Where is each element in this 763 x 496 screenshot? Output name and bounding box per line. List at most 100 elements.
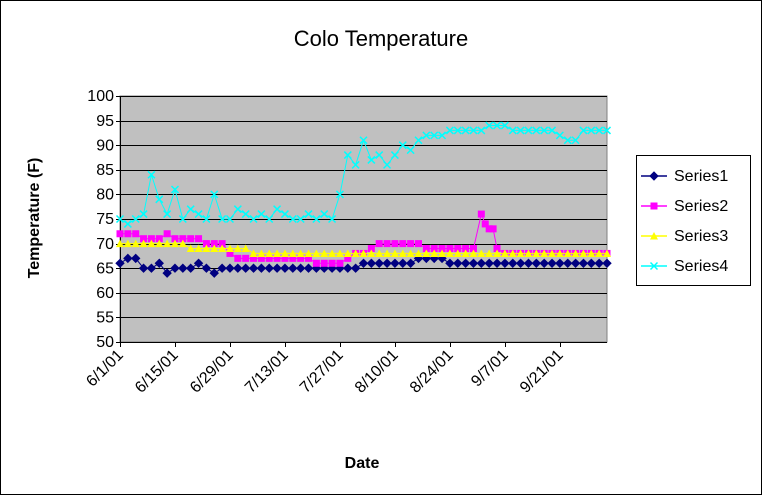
- legend-item: Series2: [641, 198, 728, 215]
- data-point: [194, 210, 203, 219]
- data-point: [123, 253, 133, 264]
- data-point: [351, 249, 360, 257]
- data-point: [422, 249, 431, 257]
- data-point: [398, 141, 407, 150]
- data-point: [540, 126, 549, 135]
- data-point: [218, 244, 227, 253]
- data-point: [398, 258, 408, 268]
- data-point: [209, 268, 219, 278]
- data-point: [343, 151, 352, 160]
- data-point: [217, 263, 227, 273]
- data-point: [240, 263, 251, 273]
- data-point: [469, 126, 478, 135]
- data-point: [493, 121, 502, 130]
- data-point: [399, 240, 407, 248]
- data-point: [210, 190, 219, 199]
- data-point: [461, 126, 470, 135]
- legend-item: Series4: [641, 258, 728, 275]
- data-point: [390, 258, 400, 268]
- data-point: [320, 259, 328, 267]
- data-point: [335, 249, 344, 257]
- data-point: [579, 249, 588, 257]
- data-point: [124, 230, 132, 238]
- data-point: [477, 126, 486, 135]
- data-point: [595, 126, 604, 135]
- data-point: [226, 249, 234, 257]
- data-point: [163, 230, 171, 238]
- data-point: [555, 131, 564, 140]
- data-point: [489, 225, 497, 233]
- data-point: [540, 249, 549, 257]
- data-point: [241, 210, 250, 219]
- data-point: [477, 210, 485, 218]
- data-point: [374, 258, 384, 268]
- data-point: [523, 258, 534, 268]
- data-point: [116, 239, 124, 248]
- data-point: [320, 210, 329, 219]
- data-point: [194, 244, 203, 253]
- data-point: [390, 151, 399, 160]
- y-tick-label: 70: [96, 236, 114, 253]
- data-point: [296, 214, 305, 224]
- series-3: [116, 239, 611, 257]
- data-point: [138, 263, 149, 273]
- legend-marker: [649, 261, 659, 271]
- data-point: [272, 263, 282, 273]
- data-point: [233, 244, 242, 253]
- legend-label: Series3: [674, 228, 728, 245]
- data-point: [359, 136, 368, 145]
- data-point: [265, 249, 274, 257]
- data-point: [163, 239, 172, 248]
- data-point: [579, 126, 588, 135]
- data-point: [382, 258, 392, 268]
- data-point: [430, 131, 439, 140]
- data-point: [131, 239, 140, 248]
- data-point: [249, 214, 258, 224]
- data-point: [438, 245, 446, 253]
- data-point: [328, 259, 336, 267]
- data-point: [508, 249, 517, 257]
- data-point: [170, 263, 180, 273]
- data-point: [178, 239, 187, 248]
- data-point: [430, 249, 439, 257]
- data-point: [594, 258, 604, 268]
- data-point: [288, 263, 298, 273]
- data-point: [350, 263, 361, 273]
- data-point: [132, 230, 140, 238]
- data-point: [131, 253, 141, 264]
- data-point: [578, 258, 589, 268]
- legend: Series1 Series2 Series3 Series4: [636, 155, 751, 286]
- data-point: [186, 205, 195, 214]
- y-tick-label: 65: [96, 260, 114, 277]
- data-point: [563, 258, 573, 268]
- data-point: [414, 136, 423, 145]
- data-point: [367, 155, 376, 164]
- data-point: [343, 263, 353, 273]
- data-point: [234, 254, 242, 262]
- legend-item: Series3: [641, 228, 728, 245]
- data-point: [328, 249, 337, 257]
- data-point: [422, 245, 430, 253]
- data-point: [603, 249, 611, 257]
- data-point: [146, 263, 157, 273]
- data-point: [179, 235, 187, 243]
- data-point: [170, 185, 180, 194]
- data-point: [508, 258, 518, 268]
- data-point: [147, 235, 155, 243]
- data-point: [446, 245, 454, 253]
- data-point: [422, 131, 431, 140]
- data-point: [500, 121, 509, 130]
- data-point: [595, 249, 604, 257]
- y-tick-label: 60: [96, 285, 114, 302]
- data-point: [155, 239, 164, 248]
- data-point: [233, 263, 243, 273]
- data-point: [460, 258, 471, 268]
- data-point: [178, 263, 188, 273]
- data-point: [140, 235, 148, 243]
- data-point: [265, 214, 274, 224]
- y-tick-label: 85: [96, 162, 114, 179]
- data-point: [296, 249, 305, 257]
- data-point: [375, 151, 384, 160]
